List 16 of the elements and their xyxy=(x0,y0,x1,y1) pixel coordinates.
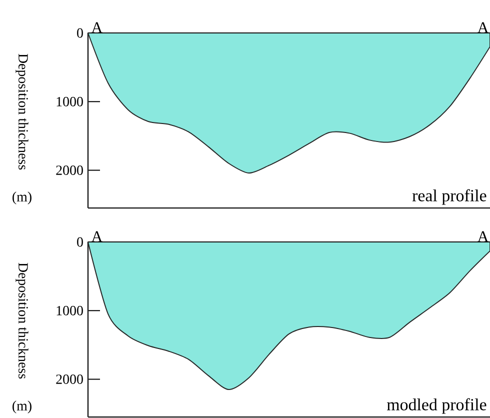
text: A xyxy=(91,231,103,242)
y-tick-label: 1000 xyxy=(56,96,83,106)
y-tick-label: 1000 xyxy=(56,306,83,316)
annotation: real profile xyxy=(412,189,486,205)
annotation: modled profile xyxy=(386,398,486,414)
text: A xyxy=(477,231,489,242)
y-tick-label: 2000 xyxy=(56,374,83,384)
text: A xyxy=(477,22,489,33)
text: A xyxy=(91,22,103,33)
y-tick-label: 0 xyxy=(77,237,83,247)
y-axis-title: Deposition thickness xyxy=(16,54,28,170)
text: (m) xyxy=(12,192,32,204)
y-tick-label: 2000 xyxy=(56,166,83,175)
text: (m) xyxy=(12,400,32,414)
y-tick-label: 0 xyxy=(77,28,83,38)
y-axis-title: Deposition thickness xyxy=(16,262,28,379)
